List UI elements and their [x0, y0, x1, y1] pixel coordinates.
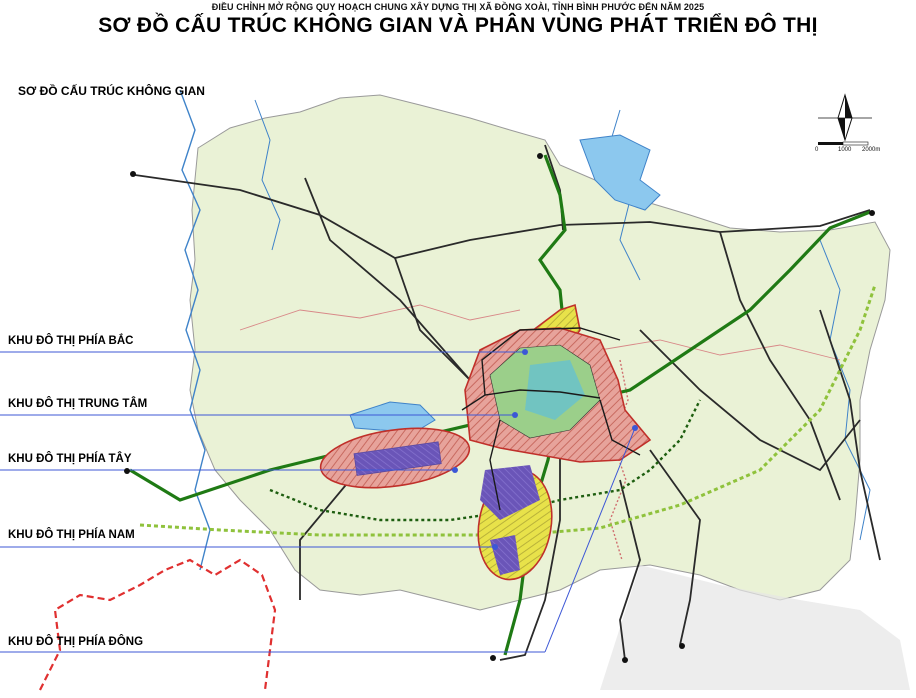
district-boundary: [239, 304, 521, 331]
ring-road-light: [139, 284, 877, 537]
label-zone-center: KHU ĐÔ THỊ TRUNG TÂM: [8, 398, 148, 410]
leader-lines: [0, 351, 636, 653]
zone-markers: [452, 349, 638, 550]
scale-label-2000: 2000m: [862, 147, 881, 153]
scale-label-1000: 1000: [838, 147, 852, 153]
label-zone-south: KHU ĐÔ THỊ PHÍA NAM: [8, 529, 135, 541]
outside-region: [600, 565, 910, 690]
province-boundary: [39, 558, 277, 691]
endpoint-markers: [124, 153, 875, 663]
center-roads: [461, 327, 641, 511]
section-title: SƠ ĐỒ CẤU TRÚC KHÔNG GIAN: [18, 84, 205, 98]
lake-north: [579, 134, 661, 211]
river-east: [819, 239, 871, 541]
lake-center: [349, 401, 436, 433]
label-zone-west: KHU ĐÔ THỊ PHÍA TÂY: [8, 453, 132, 465]
label-zone-east: KHU ĐÔ THỊ PHÍA ĐÔNG: [8, 636, 144, 648]
scale-label-0: 0: [815, 147, 819, 153]
label-zone-north: KHU ĐÔ THỊ PHÍA BẮC: [8, 335, 134, 347]
river-west: [179, 89, 211, 571]
river-north: [254, 99, 281, 251]
district-boundary-2: [599, 339, 841, 361]
map-title: SƠ ĐỒ CẤU TRÚC KHÔNG GIAN VÀ PHÂN VÙNG P…: [98, 14, 818, 37]
map-subtitle: ĐIỀU CHỈNH MỞ RỘNG QUY HOẠCH CHUNG XÂY D…: [211, 2, 705, 12]
north-arrow-icon: [818, 93, 872, 142]
scale-bar: [818, 141, 869, 146]
